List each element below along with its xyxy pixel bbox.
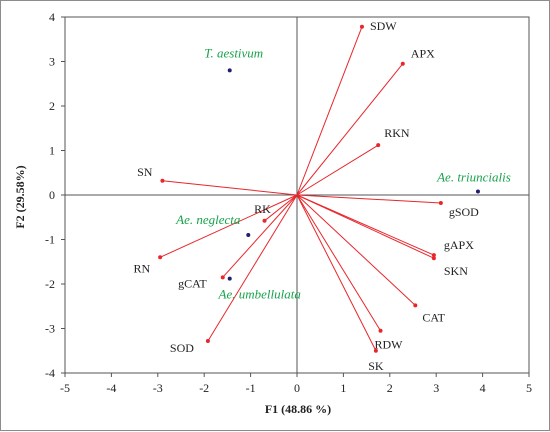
x-tick-label: -2	[199, 381, 209, 395]
variable-label-sn: SN	[137, 165, 153, 179]
species-point-t-aestivum	[227, 68, 232, 73]
variable-label-sod: SOD	[170, 341, 194, 355]
x-tick-label: -4	[106, 381, 116, 395]
y-tick-label: -2	[45, 277, 55, 291]
x-axis-title: F1 (48.86 %)	[265, 402, 331, 416]
vector-apx	[296, 63, 404, 196]
y-tick-label: 1	[49, 144, 55, 158]
variable-label-gcat: gCAT	[178, 276, 207, 290]
y-tick-label: -3	[45, 322, 55, 336]
species-points	[227, 68, 480, 281]
vector-rdw	[296, 194, 381, 331]
vector-sk	[296, 194, 377, 351]
variable-label-sk: SK	[368, 359, 384, 373]
vector-rkn	[296, 144, 379, 196]
variable-label-rkn: RKN	[384, 126, 410, 140]
variable-label-gsod: gSOD	[449, 205, 479, 219]
vector-tip-gapx	[431, 253, 436, 258]
vector-cat	[296, 194, 416, 306]
vector-gsod	[296, 194, 441, 204]
variable-label-rk: RK	[254, 202, 271, 216]
vector-sod	[207, 194, 298, 342]
x-tick-label: 3	[433, 381, 439, 395]
species-point-ae-umbellulata	[227, 276, 232, 281]
y-tick-label: 3	[49, 55, 55, 69]
x-tick-label: 4	[480, 381, 486, 395]
vector-tip-sdw	[359, 24, 364, 29]
vector-tip-gsod	[438, 201, 443, 206]
species-label-ae-umbellulata: Ae. umbellulata	[218, 287, 302, 302]
y-tick-label: 4	[49, 10, 55, 24]
vector-tip-apx	[400, 61, 405, 66]
variable-label-gapx: gAPX	[444, 238, 474, 252]
x-tick-label: 5	[526, 381, 532, 395]
vector-tip-rdw	[378, 328, 383, 333]
y-tick-label: 0	[49, 188, 55, 202]
vector-skn	[296, 194, 435, 259]
axes: -5 -4 -3 -2 -1 0 1 2 3 4 5 4 3 2 1 0 -1 -2 -3 -4	[45, 10, 532, 395]
species-label-t-aestivum: T. aestivum	[204, 45, 263, 60]
variable-vectors	[158, 24, 443, 353]
vector-rk	[264, 194, 298, 222]
variable-label-rn: RN	[133, 261, 150, 275]
variable-label-sdw: SDW	[370, 19, 397, 33]
species-label-ae-triuncialis: Ae. triuncialis	[436, 169, 511, 184]
vector-tip-skn	[431, 256, 436, 261]
x-tick-label: -3	[153, 381, 163, 395]
x-tick-label: -5	[60, 381, 70, 395]
y-tick-label: -4	[45, 366, 55, 380]
x-tick-label: 2	[387, 381, 393, 395]
vector-tip-rn	[158, 255, 163, 260]
vector-tip-cat	[413, 303, 418, 308]
x-tick-label: 1	[340, 381, 346, 395]
vector-tip-sn	[160, 178, 165, 183]
y-axis-title: F2 (29.58%)	[13, 165, 27, 228]
vector-sn	[162, 180, 298, 196]
vector-tip-sk	[373, 348, 378, 353]
vector-tip-rk	[262, 218, 267, 223]
vector-gcat	[222, 194, 298, 278]
vector-tip-sod	[205, 338, 210, 343]
species-label-ae-neglecta: Ae. neglecta	[175, 212, 241, 227]
vector-sdw	[296, 26, 363, 196]
vector-tip-gcat	[220, 275, 225, 280]
vector-rn	[159, 194, 298, 258]
x-tick-label: -1	[246, 381, 256, 395]
labels: SDW APX RKN SN gSOD gAPX SKN CAT RDW SK RK RN gCAT SO…	[133, 19, 510, 373]
y-tick-label: -1	[45, 233, 55, 247]
species-point-ae-neglecta	[246, 233, 251, 238]
variable-label-skn: SKN	[444, 264, 468, 278]
y-tick-label: 2	[49, 99, 55, 113]
species-point-ae-triuncialis	[475, 189, 480, 194]
variable-label-rdw: RDW	[375, 338, 404, 352]
vector-tip-rkn	[376, 143, 381, 148]
x-tick-label: 0	[294, 381, 300, 395]
variable-label-cat: CAT	[422, 310, 445, 324]
variable-label-apx: APX	[411, 47, 435, 61]
